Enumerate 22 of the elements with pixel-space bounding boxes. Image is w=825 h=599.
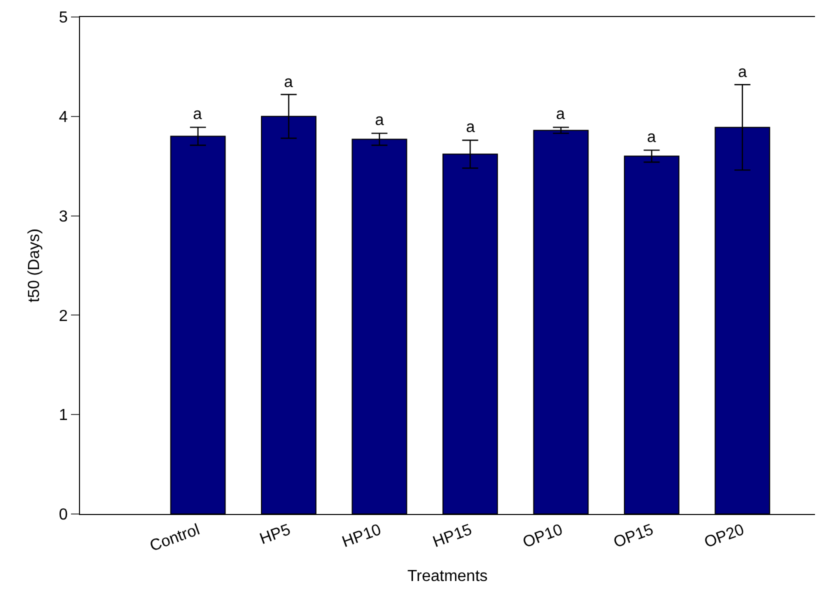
y-tick-label: 1 (58, 407, 68, 424)
annotation: a (193, 106, 202, 123)
y-tick-label: 4 (58, 109, 68, 126)
y-tick-label: 0 (58, 506, 68, 524)
x-tick-label: HP10 (340, 521, 384, 552)
x-tick-label: Control (148, 522, 202, 556)
annotation: a (466, 119, 475, 136)
x-tick-label: OP20 (702, 521, 747, 552)
x-axis-title: Treatments (407, 568, 488, 585)
y-tick-label: 2 (58, 308, 68, 325)
annotation: a (284, 74, 293, 91)
annotation: a (375, 112, 384, 129)
x-tick-label: HP15 (430, 521, 474, 552)
y-tick-label: 3 (58, 208, 68, 226)
annotation: a (738, 64, 747, 81)
x-tick-label: OP10 (520, 521, 566, 552)
x-tick-label: OP15 (612, 521, 656, 552)
annotation: a (647, 129, 656, 146)
x-tick-label: HP5 (258, 521, 293, 548)
y-axis-title: t50 (Days) (26, 228, 43, 302)
y-tick-label: 5 (58, 10, 68, 27)
annotation: a (556, 106, 565, 123)
